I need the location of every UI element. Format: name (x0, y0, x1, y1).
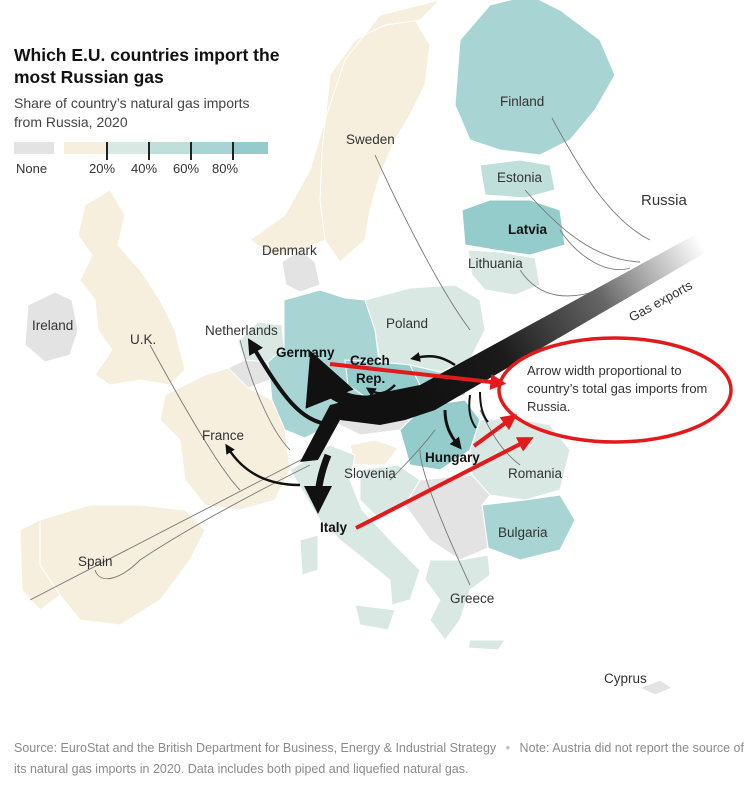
chart-title: Which E.U. countries import the most Rus… (14, 45, 280, 87)
annotation-arrow-germany (329, 362, 507, 390)
legend-swatch-80-100 (232, 142, 268, 154)
leader-sweden (374, 154, 471, 331)
note-text: Note: Austria did not report the source … (14, 741, 744, 776)
legend-tick (148, 142, 150, 160)
label-germany: Germany (276, 345, 335, 360)
legend-label-60: 60% (173, 161, 200, 176)
legend-swatch-40-60 (148, 142, 190, 154)
legend-label-80: 80% (212, 161, 239, 176)
arrow-small-2 (479, 391, 489, 423)
label-czech-line2: Rep. (356, 371, 385, 386)
arrow-france (225, 443, 301, 487)
label-france: France (202, 428, 244, 443)
country-balkans (404, 474, 491, 561)
leader-greece (419, 449, 471, 586)
leader-lines (29, 117, 651, 601)
legend-swatch-0-20 (64, 142, 106, 154)
label-finland: Finland (500, 94, 544, 109)
legend: None 20% 40% 60% 80% (14, 142, 274, 182)
annotation-ellipse (497, 336, 733, 444)
legend-label-none: None (16, 161, 48, 176)
arrow-czech (365, 384, 396, 397)
label-latvia: Latvia (508, 222, 548, 237)
label-poland: Poland (386, 316, 428, 331)
country-ireland (24, 291, 79, 363)
leader-finland (551, 117, 651, 241)
legend-tick (232, 142, 234, 160)
label-spain: Spain (78, 554, 113, 569)
arrow-italy (304, 453, 333, 514)
country-greece (424, 554, 506, 651)
country-finland (454, 0, 616, 156)
legend-swatch-none (14, 142, 54, 154)
country-spain (39, 504, 206, 626)
label-bulgaria: Bulgaria (498, 525, 548, 540)
legend-tick (106, 142, 108, 160)
country-uk (77, 189, 186, 386)
label-denmark: Denmark (262, 243, 317, 258)
chart-subtitle: Share of country’s natural gas imports f… (14, 95, 250, 130)
legend-label-40: 40% (131, 161, 158, 176)
leader-gas-line (29, 449, 321, 601)
label-greece: Greece (450, 591, 494, 606)
label-czech-line1: Czech (350, 353, 390, 368)
arrow-poland (410, 352, 456, 367)
label-slovenia: Slovenia (344, 466, 396, 481)
label-ireland: Ireland (32, 318, 73, 333)
source-note: Source: EuroStat and the British Departm… (14, 738, 744, 780)
label-cyprus: Cyprus (604, 671, 647, 686)
leader-latvia (559, 229, 631, 271)
country-romania (469, 417, 571, 501)
leader-uk (149, 344, 241, 491)
country-cyprus (638, 679, 674, 696)
arrow-germany (305, 350, 412, 409)
label-netherlands: Netherlands (205, 323, 278, 338)
legend-swatch-20-40 (106, 142, 148, 154)
label-romania: Romania (508, 466, 563, 481)
country-latvia (461, 199, 566, 256)
annotation-arrow-hungary (472, 414, 518, 448)
arrow-small-1 (468, 394, 477, 429)
label-uk: U.K. (130, 332, 156, 347)
arrow-hungary (443, 409, 462, 450)
country-bulgaria (481, 494, 576, 561)
country-lithuania (467, 249, 541, 296)
leader-romania (479, 409, 521, 466)
separator-dot: • (505, 741, 511, 755)
leader-slovenia (389, 429, 436, 481)
annotation-text: Arrow width proportional to country’s to… (527, 363, 708, 414)
country-denmark (281, 249, 321, 293)
arrow-netherlands (247, 338, 331, 427)
annotation-overlay (329, 336, 733, 530)
label-estonia: Estonia (497, 170, 543, 185)
leader-netherlands (239, 339, 291, 451)
leader-estonia (524, 189, 641, 263)
legend-tick (190, 142, 192, 160)
legend-swatch-60-80 (190, 142, 232, 154)
leader-spain (94, 464, 311, 580)
label-italy: Italy (320, 520, 348, 535)
label-lithuania: Lithuania (468, 256, 523, 271)
country-portugal (19, 519, 61, 611)
gas-flow-arrows (225, 232, 710, 514)
label-russia: Russia (641, 192, 688, 209)
country-norway (249, 0, 441, 256)
country-estonia (479, 159, 556, 199)
country-slovenia (349, 439, 399, 466)
label-sweden: Sweden (346, 132, 395, 147)
source-text: Source: EuroStat and the British Departm… (14, 741, 497, 755)
legend-label-20: 20% (89, 161, 116, 176)
gas-exports-band (300, 232, 710, 462)
annotation-arrow-italy (355, 437, 534, 530)
label-hungary: Hungary (425, 450, 480, 465)
